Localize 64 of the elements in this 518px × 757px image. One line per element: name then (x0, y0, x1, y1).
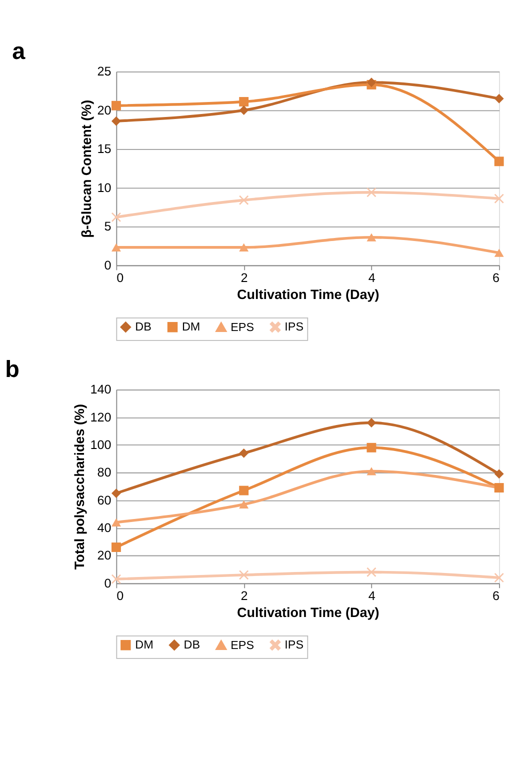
chart-title: a (12, 38, 26, 64)
x-tick-label: 6 (492, 588, 500, 603)
point (494, 248, 504, 257)
legend-label: EPS (230, 320, 254, 334)
y-tick-label: 0 (104, 576, 112, 590)
y-tick-label: 15 (97, 142, 112, 156)
legend-label: DB (184, 638, 200, 652)
x-tick-label: 4 (368, 270, 376, 285)
y-tick-label: 120 (90, 410, 112, 424)
y-tick-label: 60 (97, 493, 112, 508)
point (239, 195, 249, 205)
legend-label: DM (182, 320, 200, 334)
y-axis-title: β-Glucan Content (%) (78, 100, 94, 238)
legend-label: IPS (284, 638, 304, 652)
point (111, 116, 121, 126)
point (239, 106, 249, 115)
x-tick-label: 0 (116, 588, 124, 603)
point (239, 97, 249, 106)
point (111, 574, 121, 584)
x-tick-label: 0 (116, 270, 124, 285)
x-tick-label: 4 (368, 588, 376, 603)
point (494, 156, 504, 166)
x-tick-label: 2 (240, 270, 248, 285)
y-tick-label: 140 (90, 382, 112, 397)
point (111, 100, 121, 110)
y-tick-label: 20 (97, 103, 112, 118)
point (366, 467, 376, 476)
y-tick-label: 10 (97, 180, 112, 195)
point (239, 448, 249, 458)
x-tick-label: 2 (240, 588, 248, 603)
point (111, 212, 121, 222)
legend-label: DM (135, 638, 154, 652)
point (366, 188, 376, 198)
point (494, 194, 504, 204)
y-tick-label: 80 (97, 466, 112, 480)
y-tick-label: 5 (104, 220, 112, 234)
legend-label: DB (135, 320, 152, 334)
point (366, 442, 376, 452)
point (111, 518, 121, 526)
point (366, 233, 376, 242)
point (111, 243, 121, 252)
point (239, 486, 249, 496)
point (239, 570, 249, 580)
legend-label: EPS (230, 638, 254, 652)
y-axis-title: Total polysaccharides (%) (72, 404, 87, 570)
point (239, 243, 249, 252)
point (239, 500, 249, 508)
y-tick-label: 40 (97, 520, 112, 535)
chart-title: b (5, 356, 20, 382)
point (494, 572, 504, 582)
y-tick-label: 25 (97, 64, 112, 79)
point (111, 488, 121, 498)
point (111, 542, 121, 552)
point (494, 469, 504, 479)
x-tick-label: 6 (492, 270, 500, 285)
y-tick-label: 100 (90, 438, 112, 452)
x-axis-title: Cultivation Time (Day) (236, 605, 380, 620)
legend-label: IPS (284, 320, 304, 334)
point (494, 94, 504, 104)
x-axis-title: Cultivation Time (Day) (236, 287, 380, 302)
point (366, 567, 376, 577)
point (366, 418, 376, 428)
y-tick-label: 20 (97, 548, 112, 563)
y-tick-label: 0 (104, 258, 112, 272)
